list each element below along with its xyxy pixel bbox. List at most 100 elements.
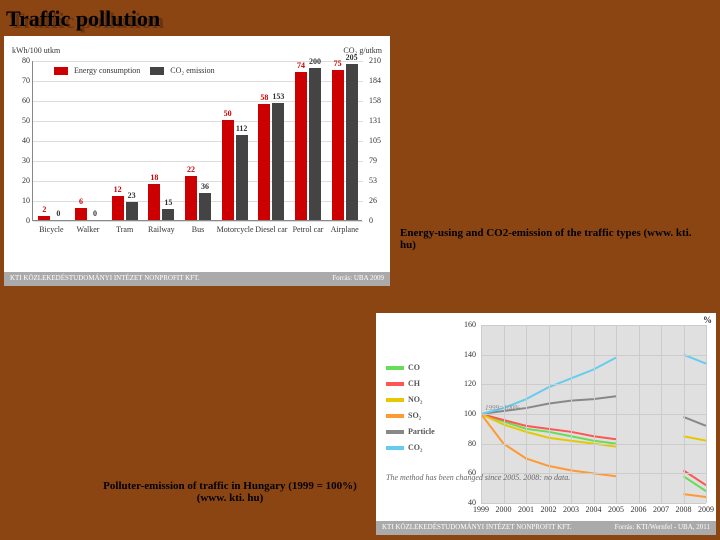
chart1-bar-energy (75, 208, 87, 220)
chart1-bar-co2 (162, 209, 174, 220)
chart2-legend-label: CO₂ (408, 443, 422, 452)
chart1-bar-co2 (236, 135, 248, 220)
chart2-ytick: 160 (452, 320, 476, 329)
chart1-bar-energy (258, 104, 270, 220)
chart2-series-line (684, 436, 707, 440)
chart2-legend-swatch (386, 382, 404, 386)
chart2-legend-label: CO (408, 363, 420, 372)
chart1-category-label: Petrol car (290, 225, 326, 234)
chart1-ytick-left: 70 (10, 76, 30, 85)
chart2-xtick: 2000 (492, 505, 516, 514)
chart1-bar-value: 18 (147, 173, 161, 182)
chart1-ytick-left: 30 (10, 156, 30, 165)
chart2-legend-item: NO₂ (386, 395, 422, 404)
chart2-ytick: 140 (452, 350, 476, 359)
chart2-legend-item: CO₂ (386, 443, 422, 452)
chart1-bar-energy (222, 120, 234, 220)
chart1-ytick-left: 20 (10, 176, 30, 185)
chart1-footer-text: KTI KÖZLEKEDÉSTUDOMÁNYI INTÉZET NONPROFI… (10, 274, 200, 282)
chart1-footer: KTI KÖZLEKEDÉSTUDOMÁNYI INTÉZET NONPROFI… (4, 272, 390, 286)
chart2-xtick: 1999 (469, 505, 493, 514)
chart2-legend-label: SO₂ (408, 411, 421, 420)
chart2-xtick: 2007 (649, 505, 673, 514)
chart1-bar-value: 50 (221, 109, 235, 118)
chart2-footer-right: Forrás: KTI/Wernfel - UBA, 2011 (615, 523, 710, 531)
chart2-container: % 40608010012014016019992000200120022003… (376, 313, 716, 535)
chart2-legend-swatch (386, 446, 404, 450)
chart1-bar-co2 (272, 103, 284, 220)
chart1-category-label: Bicycle (33, 225, 69, 234)
chart1-bar-value: 23 (125, 191, 139, 200)
chart2-legend-swatch (386, 366, 404, 370)
chart1-bar-value: 0 (88, 209, 102, 218)
chart1-ytick-left: 50 (10, 116, 30, 125)
chart2-caption: Polluter-emission of traffic in Hungary … (90, 480, 370, 504)
chart1-ytick-left: 60 (10, 96, 30, 105)
chart2-xtick: 2005 (604, 505, 628, 514)
chart1-footer-right: Forrás: UBA 2009 (332, 274, 384, 282)
chart2-legend-label: CH (408, 379, 420, 388)
chart2-series-line (684, 494, 707, 497)
chart1-bar-value: 200 (308, 57, 322, 66)
chart1-category-label: Diesel car (253, 225, 289, 234)
chart2-xtick: 2008 (672, 505, 696, 514)
chart2-legend-swatch (386, 398, 404, 402)
chart2-note: The method has been changed since 2005. … (386, 473, 570, 482)
chart2-ytick: 100 (452, 409, 476, 418)
chart1-ytick-right: 26 (369, 196, 393, 205)
chart2-xtick: 2004 (582, 505, 606, 514)
chart2-legend-label: NO₂ (408, 395, 422, 404)
chart1-ytick-right: 158 (369, 96, 393, 105)
chart1-caption: Energy-using and CO2-emission of the tra… (400, 227, 700, 251)
chart1-ytick-left: 0 (10, 216, 30, 225)
chart1-bar-energy (332, 70, 344, 220)
chart1-category-label: Motorcycle (217, 225, 253, 234)
chart1-bar-energy (148, 184, 160, 220)
chart2-series-line (684, 355, 707, 364)
chart1-ytick-right: 53 (369, 176, 393, 185)
chart1-ytick-left: 40 (10, 136, 30, 145)
chart1-bar-value: 22 (184, 165, 198, 174)
chart1-category-label: Walker (70, 225, 106, 234)
chart1-ytick-left: 10 (10, 196, 30, 205)
chart1-category-label: Tram (107, 225, 143, 234)
chart1-category-label: Airplane (327, 225, 363, 234)
chart1-y-left-label: kWh/100 utkm (12, 46, 60, 55)
chart2-legend-label: Particle (408, 427, 435, 436)
chart1-bar-co2 (346, 64, 358, 220)
chart2-footer-text: KTI KÖZLEKEDÉSTUDOMÁNYI INTÉZET NONPROFI… (382, 523, 572, 531)
chart1-ytick-right: 105 (369, 136, 393, 145)
chart1-ytick-right: 210 (369, 56, 393, 65)
chart1-bar-energy (38, 216, 50, 220)
chart1-category-label: Railway (143, 225, 179, 234)
chart2-legend-item: CO (386, 363, 420, 372)
chart2-legend-swatch (386, 430, 404, 434)
chart1-bar-value: 2 (37, 205, 51, 214)
chart1-bar-value: 58 (257, 93, 271, 102)
page-title: Traffic pollution (6, 6, 160, 32)
chart1-ytick-right: 79 (369, 156, 393, 165)
chart2-ytick: 80 (452, 439, 476, 448)
chart1-bar-energy (295, 72, 307, 220)
chart1-ytick-left: 80 (10, 56, 30, 65)
chart2-ytick: 120 (452, 379, 476, 388)
chart1-ytick-right: 131 (369, 116, 393, 125)
chart1-container: kWh/100 utkm CO₂ g/utkm Energy consumpti… (4, 36, 390, 286)
chart1-bar-value: 74 (294, 61, 308, 70)
chart1-bar-co2 (309, 68, 321, 220)
chart1-ytick-right: 184 (369, 76, 393, 85)
chart1-category-label: Bus (180, 225, 216, 234)
chart1-bar-energy (185, 176, 197, 220)
chart1-bar-value: 12 (111, 185, 125, 194)
chart1-bar-value: 205 (345, 53, 359, 62)
chart2-reference-label: 1999=100% (485, 404, 520, 412)
chart2-y-label: % (703, 315, 712, 325)
chart2-footer: KTI KÖZLEKEDÉSTUDOMÁNYI INTÉZET NONPROFI… (376, 521, 716, 535)
chart1-bar-value: 0 (51, 209, 65, 218)
chart2-xtick: 2006 (627, 505, 651, 514)
chart1-bar-co2 (126, 202, 138, 220)
chart1-bar-value: 6 (74, 197, 88, 206)
chart1-bar-value: 153 (271, 92, 285, 101)
chart1-plot-area: 0102030405060708002653791051311581842102… (32, 61, 362, 221)
chart1-ytick-right: 0 (369, 216, 393, 225)
